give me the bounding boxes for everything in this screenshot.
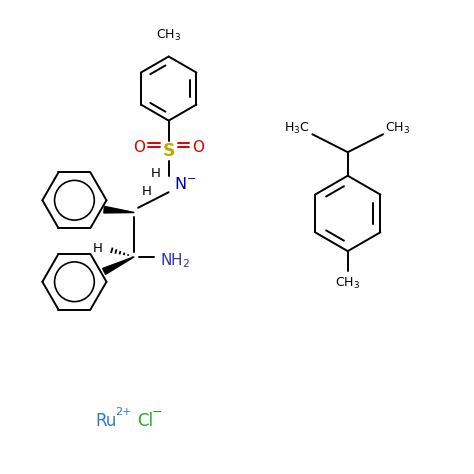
Polygon shape xyxy=(104,206,134,213)
Text: O: O xyxy=(192,140,204,155)
Text: H: H xyxy=(151,167,160,180)
Text: Cl: Cl xyxy=(137,412,153,430)
Text: O: O xyxy=(134,140,146,155)
Text: H: H xyxy=(141,185,151,198)
Text: NH$_2$: NH$_2$ xyxy=(160,251,191,270)
Text: 2+: 2+ xyxy=(116,407,132,417)
Polygon shape xyxy=(103,257,134,274)
Text: Ru: Ru xyxy=(96,412,117,430)
Text: H$_3$C: H$_3$C xyxy=(284,121,310,136)
Text: −: − xyxy=(152,406,163,419)
Text: CH$_3$: CH$_3$ xyxy=(385,121,410,136)
Text: CH$_3$: CH$_3$ xyxy=(335,276,360,291)
Text: N$^{-}$: N$^{-}$ xyxy=(174,176,197,192)
Text: S: S xyxy=(163,142,175,160)
Text: H: H xyxy=(92,242,102,255)
Text: CH$_3$: CH$_3$ xyxy=(156,28,181,43)
